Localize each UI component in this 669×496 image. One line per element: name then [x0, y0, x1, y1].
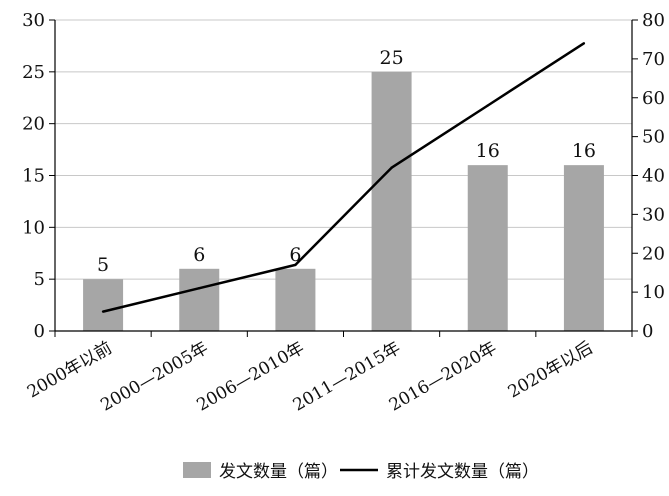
line-point: [198, 287, 201, 290]
bar-data-label: 6: [289, 244, 301, 266]
left-tick-label: 0: [34, 321, 45, 342]
bar-data-label: 16: [572, 140, 596, 162]
legend-bar-label: 发文数量（篇）: [219, 462, 338, 482]
right-tick-label: 0: [642, 321, 653, 342]
legend: 发文数量（篇） 累计发文数量（篇）: [183, 462, 539, 482]
bar-data-label: 25: [379, 47, 403, 69]
left-tick-label: 5: [34, 269, 45, 290]
line-point: [101, 310, 105, 313]
right-tick-label: 60: [642, 88, 665, 109]
left-tick-label: 20: [22, 114, 45, 135]
cumulative-line: [102, 42, 585, 313]
x-tick-label: 2006—2010年: [194, 338, 308, 416]
bar: [467, 165, 508, 331]
bar-data-label: 16: [476, 140, 500, 162]
right-tick-label: 20: [642, 243, 665, 264]
x-tick-label: 2000—2005年: [97, 338, 211, 416]
right-tick-label: 30: [642, 204, 665, 225]
line-point: [390, 166, 393, 169]
left-tick-label: 10: [22, 217, 45, 238]
x-tick-label: 2016—2020年: [386, 338, 500, 416]
x-tick-label: 2020年以后: [505, 338, 597, 402]
bar-series: [83, 71, 604, 331]
right-tick-label: 40: [642, 166, 665, 187]
left-tick-label: 25: [22, 62, 45, 83]
bar: [371, 71, 412, 331]
right-tick-label: 50: [642, 127, 665, 148]
legend-bar-swatch: [183, 462, 211, 478]
right-tick-label: 70: [642, 49, 665, 70]
line-point: [294, 263, 297, 267]
right-tick-label: 10: [642, 282, 665, 303]
bar-data-label: 5: [97, 254, 109, 276]
bar: [179, 268, 220, 331]
bar: [563, 165, 604, 331]
gridlines: [55, 19, 632, 280]
bar-data-label: 6: [193, 244, 205, 266]
bar: [275, 268, 316, 331]
data-labels: 5 6 6 25 16 16: [97, 47, 596, 276]
left-tick-label: 15: [22, 166, 45, 187]
legend-line-label: 累计发文数量（篇）: [386, 462, 539, 482]
bar: [83, 279, 124, 331]
line-point: [582, 42, 586, 45]
line-series: [101, 42, 586, 313]
left-tick-label: 30: [22, 10, 45, 31]
line-point: [486, 104, 489, 107]
x-tick-label: 2011—2015年: [290, 338, 404, 416]
right-tick-label: 80: [642, 10, 665, 31]
x-tick-label: 2000年以前: [24, 338, 116, 402]
